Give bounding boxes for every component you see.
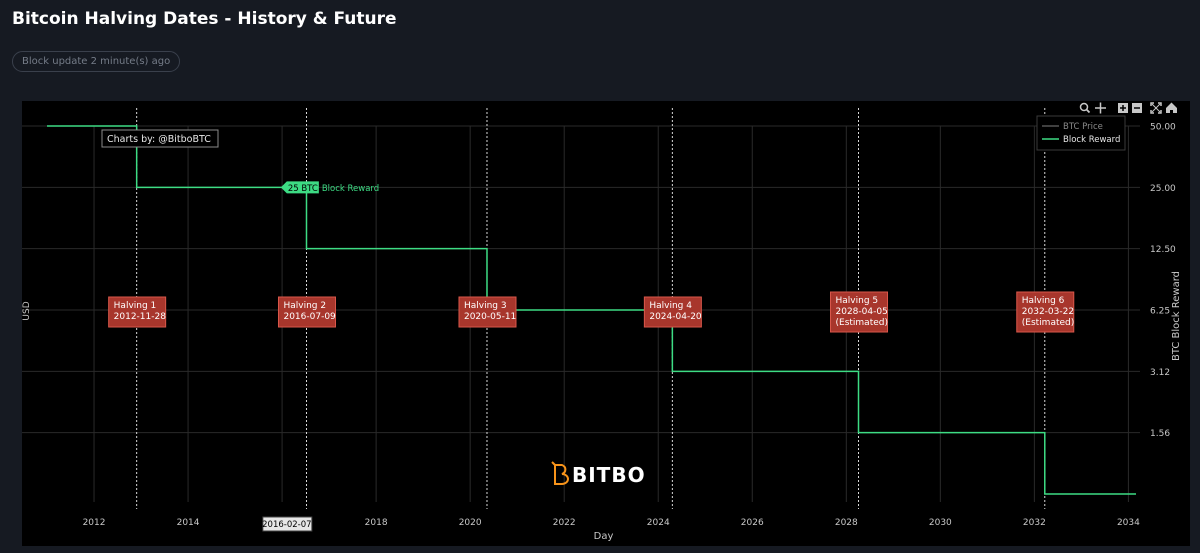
- x-tick-label: 2014: [177, 518, 200, 528]
- reset-axes-icon[interactable]: [1166, 102, 1177, 114]
- y-tick-label: 12.50: [1150, 245, 1176, 255]
- legend-box: [1036, 115, 1126, 151]
- overlay-layer: Charts by: @BitboBTC 25 BTC Block Reward 20…: [101, 102, 1177, 532]
- halving-box-bg: [1016, 291, 1075, 333]
- autoscale-icon[interactable]: [1150, 102, 1162, 114]
- zoom-icon-ring: [1079, 102, 1089, 112]
- pan-icon[interactable]: [1095, 102, 1106, 114]
- zoom-in-icon[interactable]: [1118, 103, 1128, 113]
- y-tick-label: 3.12: [1150, 368, 1170, 378]
- series-layer: [47, 125, 1137, 495]
- halving-box-date: 2020-05-11: [464, 312, 516, 322]
- hover-tag-value: 25 BTC: [288, 184, 318, 194]
- y-tick-label: 6.25: [1150, 307, 1170, 317]
- bitbo-logo-icon-tick: [551, 461, 556, 466]
- x-tick-label: 2034: [1117, 518, 1140, 528]
- autoscale-corners: [1150, 102, 1162, 114]
- hover-tag-bg: [280, 181, 319, 194]
- page-title: Bitcoin Halving Dates - History & Future: [12, 9, 397, 29]
- halving-box-title: Halving 2: [283, 301, 326, 311]
- chart-panel[interactable]: Halving 1 2012-11-28 Halving 2 2016-07-09 Ha…: [22, 101, 1190, 546]
- chart-toolbar: [1079, 102, 1177, 114]
- halving-box-title: Halving 4: [649, 301, 692, 311]
- x-tick-label: 2032: [1023, 518, 1046, 528]
- halving-box-title: Halving 5: [836, 296, 879, 306]
- hover-x-text: 2016-02-07: [262, 520, 311, 530]
- block-update-status: Block update 2 minute(s) ago: [12, 51, 181, 72]
- chart-credit: Charts by: @BitboBTC: [101, 129, 219, 148]
- y-axis-title-right: BTC Block Reward: [1171, 271, 1182, 361]
- x-axis-title: Day: [594, 531, 614, 542]
- bitbo-logo-text: BITBO: [572, 463, 646, 487]
- x-tick-label: 2022: [553, 518, 576, 528]
- x-tick-label: 2030: [929, 518, 952, 528]
- zoom-icon-handle: [1085, 108, 1091, 114]
- halving-lines: [136, 108, 1046, 509]
- autoscale-diag2: [1151, 103, 1161, 113]
- hover-x-label: 2016-02-07: [262, 516, 313, 532]
- legend-label: Block Reward: [1063, 135, 1120, 145]
- hover-tag-series: Block Reward: [322, 184, 379, 194]
- halving-box-bg: [277, 296, 336, 328]
- grid-layer: [22, 125, 1140, 502]
- hover-tooltip: 25 BTC Block Reward: [280, 181, 379, 194]
- halving-box-title: Halving 6: [1022, 296, 1065, 306]
- credit-text: Charts by: @BitboBTC: [107, 134, 211, 145]
- halving-box-note: (Estimated): [1022, 318, 1075, 328]
- halving-box-note: (Estimated): [836, 318, 889, 328]
- halving-box-date: 2016-07-09: [283, 312, 336, 322]
- x-tick-label: 2012: [83, 518, 106, 528]
- block-reward-line: [47, 125, 1137, 495]
- y-tick-label: 50.00: [1150, 123, 1176, 133]
- bitbo-logo-icon: [554, 464, 569, 485]
- zoom-out-icon[interactable]: [1132, 103, 1142, 113]
- x-tick-label: 2020: [459, 518, 482, 528]
- legend-item[interactable]: BTC Price: [1042, 122, 1103, 132]
- y-tick-label: 25.00: [1150, 184, 1176, 194]
- halving-box-bg: [458, 296, 517, 328]
- halving-box-bg: [643, 296, 702, 328]
- halving-box-date: 2032-03-22: [1022, 307, 1074, 317]
- y-tick-label: 1.56: [1150, 429, 1170, 439]
- halving-box-date: 2024-04-20: [649, 312, 702, 322]
- reset-house: [1166, 102, 1177, 113]
- hover-x-bg: [262, 516, 313, 532]
- x-tick-label: 2018: [365, 518, 388, 528]
- x-tick-label: 2024: [647, 518, 670, 528]
- bitbo-logo: BITBO: [551, 461, 646, 487]
- halving-box-bg: [830, 291, 889, 333]
- legend: BTC Price Block Reward: [1036, 115, 1126, 151]
- legend-item[interactable]: Block Reward: [1042, 135, 1120, 145]
- x-tick-label: 2028: [835, 518, 858, 528]
- x-tick-label: 2026: [741, 518, 764, 528]
- halving-box-date: 2028-04-05: [836, 307, 888, 317]
- halving-box-title: Halving 3: [464, 301, 507, 311]
- credit-box: [101, 129, 219, 148]
- legend-label: BTC Price: [1063, 122, 1103, 132]
- zoom-icon[interactable]: [1079, 102, 1091, 114]
- halving-box-date: 2012-11-28: [114, 312, 167, 322]
- halving-box-bg: [108, 296, 167, 328]
- halving-box-title: Halving 1: [114, 301, 157, 311]
- y-axis-title-left: USD: [22, 301, 32, 320]
